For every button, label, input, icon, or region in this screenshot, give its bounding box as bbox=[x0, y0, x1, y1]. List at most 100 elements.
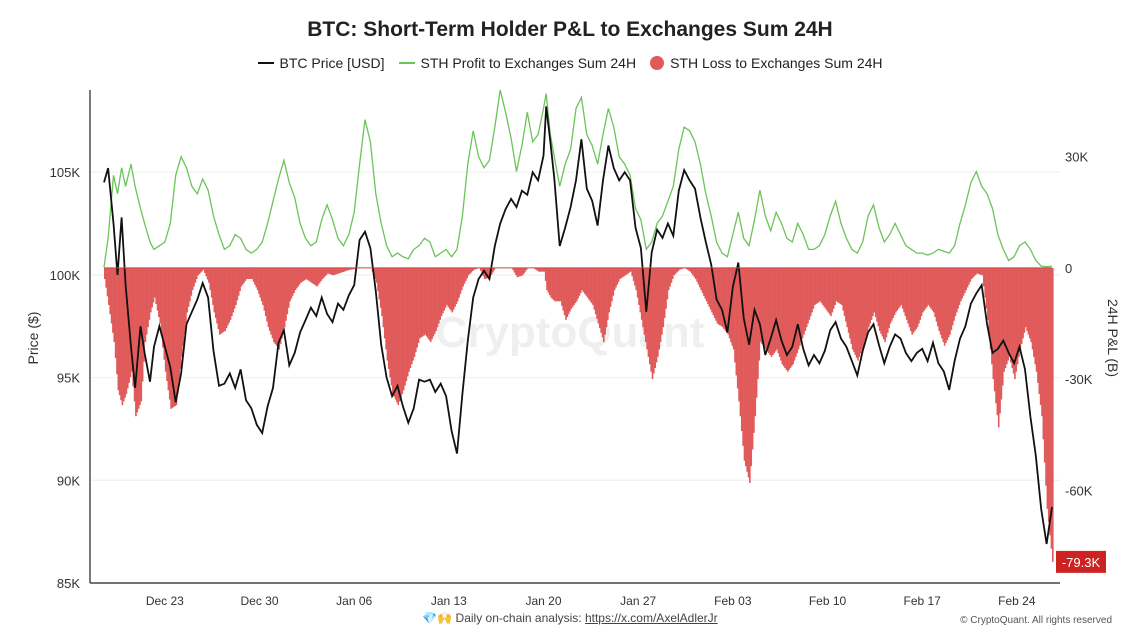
loss-bar bbox=[1029, 267, 1031, 339]
loss-bar bbox=[790, 267, 793, 367]
loss-bar bbox=[415, 267, 417, 353]
loss-bar bbox=[900, 267, 903, 305]
loss-bar bbox=[877, 267, 880, 327]
loss-bar bbox=[749, 267, 751, 483]
loss-bar bbox=[343, 267, 345, 272]
loss-bar bbox=[593, 267, 596, 310]
loss-bar bbox=[1045, 267, 1047, 486]
loss-bar bbox=[841, 267, 843, 305]
loss-bar bbox=[627, 267, 629, 274]
loss-bar bbox=[927, 267, 930, 305]
loss-bar bbox=[167, 267, 170, 391]
loss-bar bbox=[692, 267, 694, 276]
loss-bar bbox=[223, 267, 225, 332]
loss-bar bbox=[812, 267, 815, 309]
loss-bar bbox=[708, 267, 711, 307]
loss-bar bbox=[381, 267, 383, 317]
loss-bar bbox=[274, 267, 276, 344]
loss-bar bbox=[969, 267, 972, 282]
loss-bar bbox=[984, 267, 986, 298]
loss-bar bbox=[543, 267, 546, 272]
loss-bar bbox=[304, 267, 306, 280]
loss-bar bbox=[1046, 267, 1049, 509]
loss-bar bbox=[723, 267, 725, 330]
loss-bar bbox=[648, 267, 651, 365]
loss-bar bbox=[868, 267, 870, 328]
loss-bar bbox=[799, 267, 801, 346]
loss-bar bbox=[919, 267, 922, 320]
loss-bar bbox=[850, 267, 853, 344]
legend-item-profit[interactable]: STH Profit to Exchanges Sum 24H bbox=[398, 55, 636, 71]
loss-bar bbox=[124, 267, 126, 398]
loss-bar bbox=[815, 267, 817, 305]
loss-bar bbox=[562, 267, 565, 311]
loss-bar bbox=[780, 267, 782, 361]
grid-lines bbox=[90, 171, 1060, 584]
x-tick-label: Jan 13 bbox=[431, 594, 467, 608]
loss-bar bbox=[385, 267, 387, 350]
loss-bar bbox=[125, 267, 128, 394]
loss-bar bbox=[847, 267, 850, 333]
loss-bar bbox=[262, 267, 264, 305]
loss-bar bbox=[339, 267, 341, 274]
loss-bar bbox=[987, 267, 989, 320]
loss-bar bbox=[964, 267, 966, 293]
x-tick-label: Feb 03 bbox=[714, 594, 752, 608]
loss-bar bbox=[433, 267, 436, 334]
loss-bar bbox=[717, 267, 720, 325]
loss-bar bbox=[398, 267, 401, 402]
loss-bar bbox=[616, 267, 619, 285]
loss-bar bbox=[492, 267, 494, 273]
legend-item-loss[interactable]: STH Loss to Exchanges Sum 24H bbox=[650, 55, 883, 71]
loss-bar bbox=[904, 267, 907, 317]
loss-bar bbox=[937, 267, 939, 327]
loss-bar bbox=[658, 267, 661, 350]
loss-bar bbox=[122, 267, 125, 402]
loss-bar bbox=[699, 267, 701, 288]
loss-bar bbox=[942, 267, 945, 343]
loss-bar bbox=[946, 267, 949, 341]
legend-label-price: BTC Price [USD] bbox=[279, 55, 385, 71]
loss-bar bbox=[628, 267, 631, 273]
loss-bar bbox=[193, 267, 195, 287]
loss-bar bbox=[742, 267, 744, 446]
footer-link[interactable]: https://x.com/AxelAdlerJr bbox=[584, 611, 718, 625]
loss-bar bbox=[613, 267, 616, 291]
loss-bar bbox=[1047, 267, 1050, 523]
loss-bar bbox=[772, 267, 774, 356]
loss-bar bbox=[924, 267, 927, 309]
loss-bar bbox=[255, 267, 258, 288]
loss-bar bbox=[260, 267, 263, 302]
loss-bar bbox=[822, 267, 824, 305]
left-tick-label: 95K bbox=[57, 371, 80, 386]
loss-bar bbox=[630, 267, 632, 272]
loss-bar bbox=[149, 267, 152, 313]
loss-bar bbox=[573, 267, 575, 305]
loss-bar bbox=[232, 267, 235, 313]
loss-bar bbox=[1004, 267, 1007, 369]
loss-bar bbox=[915, 267, 918, 330]
loss-bar bbox=[217, 267, 220, 330]
loss-bar bbox=[1034, 267, 1037, 365]
loss-bar bbox=[105, 267, 107, 288]
copyright-text: © CryptoQuant. All rights reserved bbox=[960, 615, 1112, 626]
x-tick-label: Feb 17 bbox=[903, 594, 941, 608]
legend-item-price[interactable]: BTC Price [USD] bbox=[257, 55, 385, 71]
loss-bar bbox=[320, 267, 322, 281]
loss-bar bbox=[377, 267, 379, 292]
loss-bar bbox=[557, 267, 559, 302]
loss-bar bbox=[663, 267, 666, 318]
loss-bar bbox=[978, 267, 981, 275]
loss-bar bbox=[999, 267, 1001, 414]
loss-bar bbox=[351, 267, 354, 270]
loss-bar bbox=[481, 267, 483, 274]
loss-bar bbox=[797, 267, 800, 350]
loss-bar bbox=[838, 267, 840, 304]
loss-bar bbox=[738, 267, 740, 402]
loss-bar bbox=[221, 267, 224, 333]
loss-bar bbox=[154, 267, 156, 298]
loss-bar bbox=[788, 267, 790, 370]
loss-bar bbox=[724, 267, 727, 331]
x-tick-label: Feb 24 bbox=[998, 594, 1036, 608]
loss-bar bbox=[112, 267, 114, 333]
